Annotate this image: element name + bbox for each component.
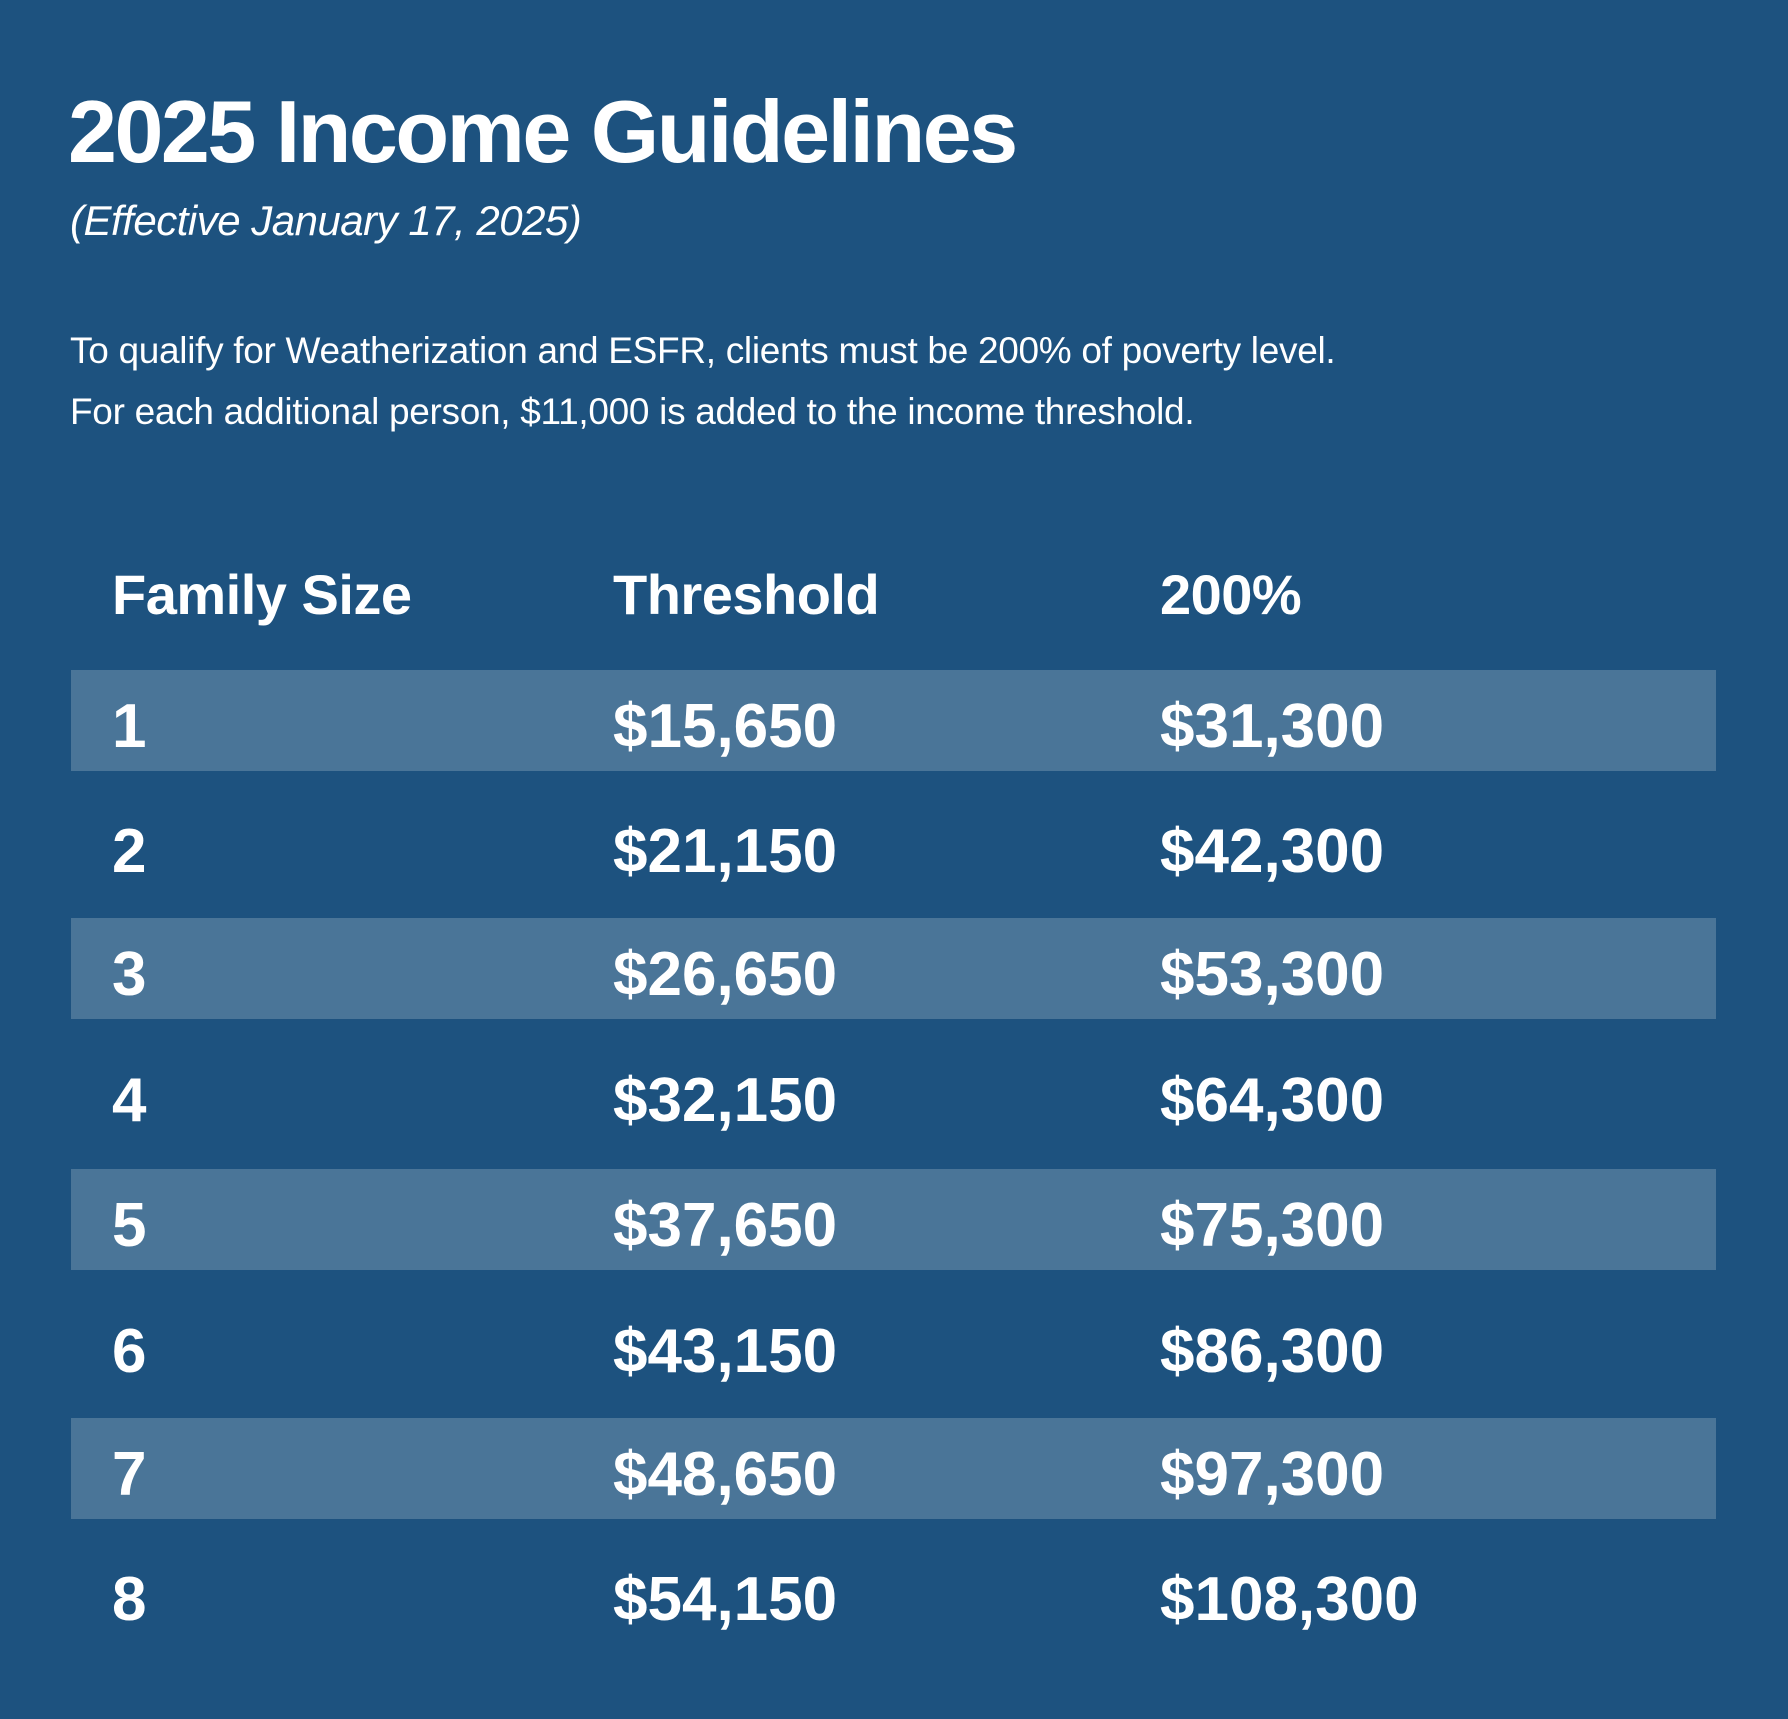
threshold-cell: $32,150	[613, 1066, 838, 1135]
family-size-cell: 7	[112, 1440, 147, 1509]
threshold-cell: $43,150	[613, 1317, 838, 1386]
table-row: 6 $43,150 $86,300	[71, 1295, 1716, 1396]
page-title: 2025 Income Guidelines	[68, 82, 1018, 181]
threshold-cell: $54,150	[613, 1565, 838, 1634]
family-size-cell: 4	[112, 1066, 147, 1135]
table-row: 1 $15,650 $31,300	[71, 670, 1716, 771]
family-size-cell: 3	[112, 940, 147, 1009]
two-hundred-percent-cell: $97,300	[1160, 1440, 1385, 1509]
table-row: 2 $21,150 $42,300	[71, 795, 1716, 896]
effective-date: (Effective January 17, 2025)	[70, 197, 582, 244]
family-size-cell: 8	[112, 1565, 147, 1634]
threshold-cell: $21,150	[613, 817, 838, 886]
column-header-threshold: Threshold	[613, 563, 880, 626]
two-hundred-percent-cell: $53,300	[1160, 940, 1385, 1009]
two-hundred-percent-cell: $64,300	[1160, 1066, 1385, 1135]
table-row: 3 $26,650 $53,300	[71, 918, 1716, 1019]
two-hundred-percent-cell: $108,300	[1160, 1565, 1419, 1634]
two-hundred-percent-cell: $31,300	[1160, 692, 1385, 761]
description-line-1: To qualify for Weatherization and ESFR, …	[70, 330, 1336, 371]
description: To qualify for Weatherization and ESFR, …	[70, 320, 1336, 442]
threshold-cell: $37,650	[613, 1191, 838, 1260]
two-hundred-percent-cell: $86,300	[1160, 1317, 1385, 1386]
family-size-cell: 1	[112, 692, 147, 761]
table-row: 4 $32,150 $64,300	[71, 1044, 1716, 1145]
family-size-cell: 6	[112, 1317, 147, 1386]
column-header-200-percent: 200%	[1160, 563, 1302, 626]
column-header-family-size: Family Size	[112, 563, 412, 626]
threshold-cell: $26,650	[613, 940, 838, 1009]
table-row: 8 $54,150 $108,300	[71, 1543, 1716, 1644]
family-size-cell: 5	[112, 1191, 147, 1260]
two-hundred-percent-cell: $42,300	[1160, 817, 1385, 886]
description-line-2: For each additional person, $11,000 is a…	[70, 391, 1195, 432]
two-hundred-percent-cell: $75,300	[1160, 1191, 1385, 1260]
table-row: 7 $48,650 $97,300	[71, 1418, 1716, 1519]
family-size-cell: 2	[112, 817, 147, 886]
table-row: 5 $37,650 $75,300	[71, 1169, 1716, 1270]
threshold-cell: $48,650	[613, 1440, 838, 1509]
threshold-cell: $15,650	[613, 692, 838, 761]
